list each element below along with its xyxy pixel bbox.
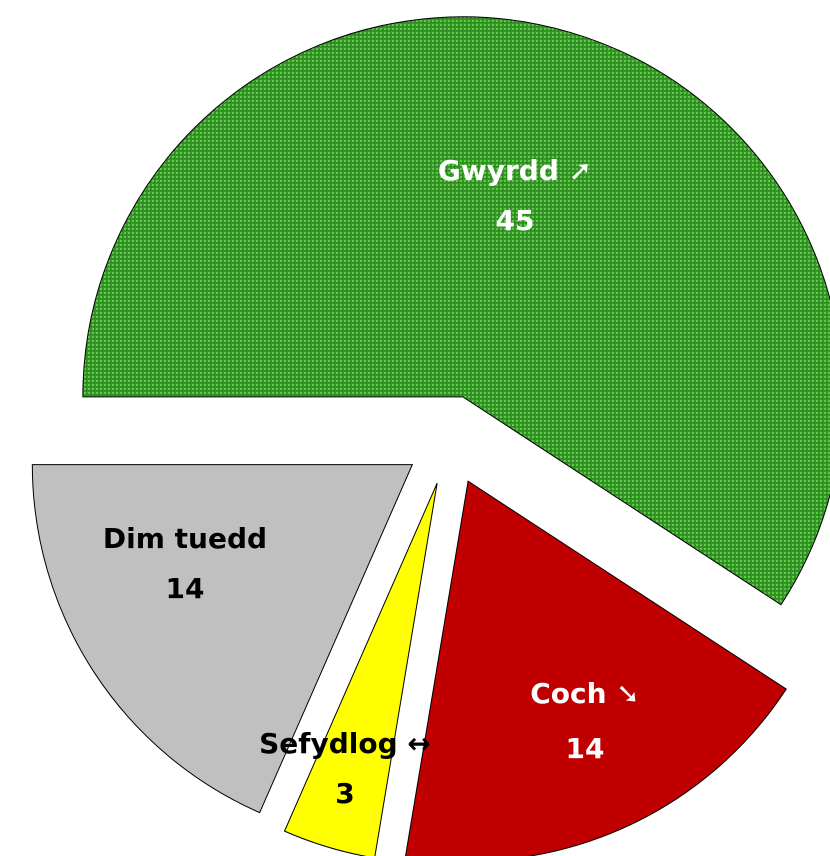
- pie-slice: [405, 480, 787, 856]
- pie-slice: [31, 464, 414, 814]
- slice-label: Gwyrdd ➚: [438, 154, 592, 187]
- slice-label: Dim tuedd: [103, 522, 267, 555]
- pie-slice: [283, 482, 438, 856]
- slice-value: 45: [496, 204, 535, 237]
- slice-value: 3: [335, 777, 354, 810]
- slice-value: 14: [166, 572, 205, 605]
- slice-label: Sefydlog ↔: [259, 727, 431, 760]
- slice-label: Coch ➘: [530, 677, 640, 710]
- slice-value: 14: [566, 732, 605, 765]
- pie-slice: [82, 16, 830, 606]
